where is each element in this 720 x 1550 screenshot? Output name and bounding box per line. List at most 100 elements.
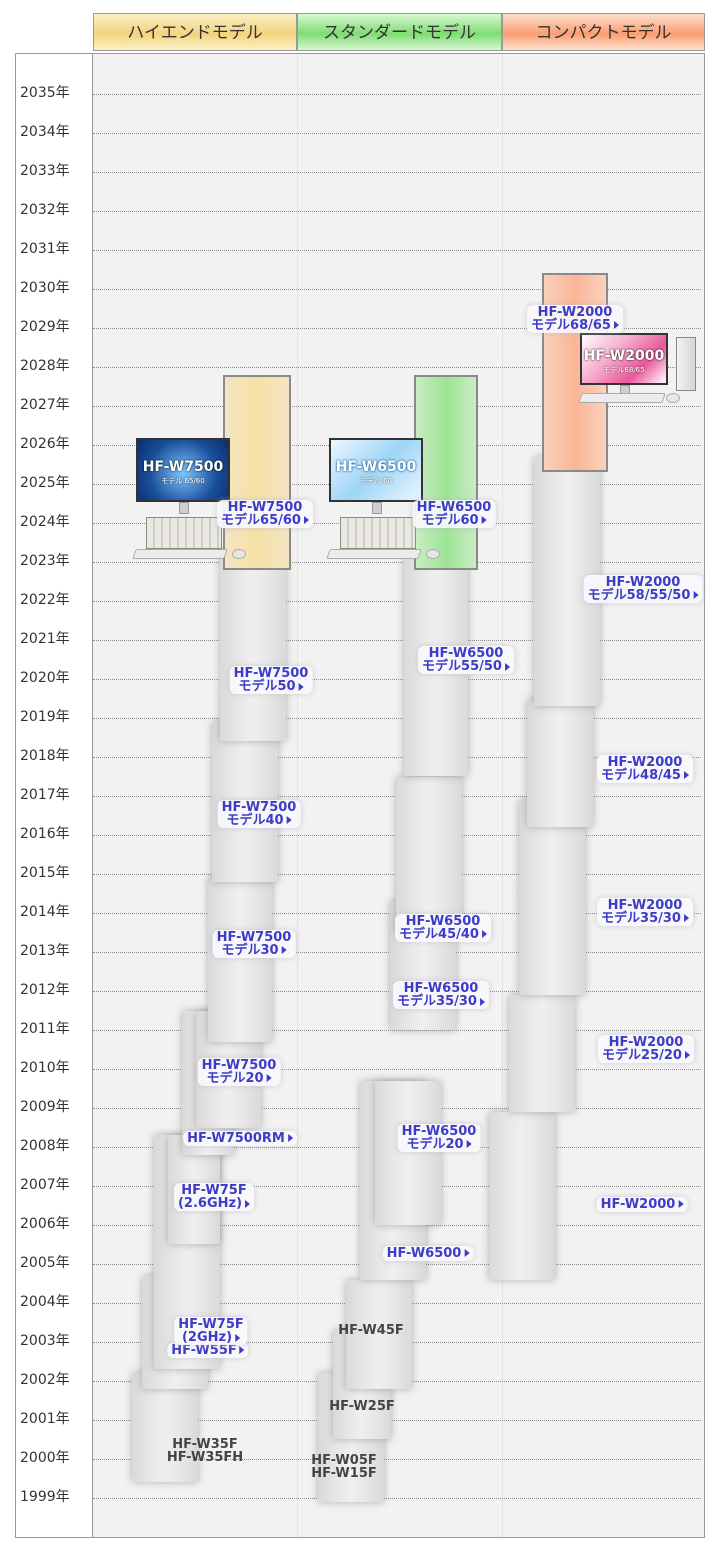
product-link[interactable]: HF-W2000 モデル68/65 xyxy=(527,304,623,333)
product-link[interactable]: HF-W6500 xyxy=(382,1245,474,1261)
product-link[interactable]: HF-W7500 モデル20 xyxy=(197,1057,281,1086)
arrow-right-icon xyxy=(239,1346,245,1355)
product-bar xyxy=(223,374,291,570)
year-gridline xyxy=(93,328,701,329)
year-label: 2032年 xyxy=(20,202,70,218)
arrow-right-icon xyxy=(303,516,309,525)
arrow-right-icon xyxy=(464,1249,470,1258)
monitor-model-sub: モデル 65/60 xyxy=(161,477,205,485)
product-link[interactable]: HF-W6500 モデル35/30 xyxy=(393,981,489,1010)
product-label-line: モデル20 xyxy=(402,1138,477,1151)
product-label-line: HF-W2000 xyxy=(608,1034,684,1050)
year-label: 2031年 xyxy=(20,241,70,257)
year-label: 2008年 xyxy=(20,1138,70,1154)
product-link[interactable]: HF-W2000 モデル25/20 xyxy=(598,1034,694,1063)
product-link[interactable]: HF-W6500 モデル55/50 xyxy=(418,646,514,675)
product-link[interactable]: HF-W6500 モデル20 xyxy=(397,1123,481,1152)
year-axis: 2035年 2034年 2033年 2032年 2031年 2030年 2029年 2028年… xyxy=(16,54,93,1537)
year-label: 2003年 xyxy=(20,1333,70,1349)
product-link[interactable]: HF-W2000 モデル48/45 xyxy=(597,754,693,783)
arrow-right-icon xyxy=(678,1200,684,1209)
arrow-right-icon xyxy=(235,1333,241,1342)
year-label: 2005年 xyxy=(20,1255,70,1271)
product-label-line: HF-W6500 xyxy=(401,1123,477,1139)
year-label: 2015年 xyxy=(20,865,70,881)
year-gridline xyxy=(93,133,701,134)
monitor-screen: HF-W6500 モデル 60 xyxy=(329,438,423,502)
year-gridline xyxy=(93,601,701,602)
year-label: 2002年 xyxy=(20,1372,70,1388)
year-gridline xyxy=(93,1459,701,1460)
product-label-line: モデル25/20 xyxy=(602,1049,690,1062)
product-bar xyxy=(527,698,593,828)
product-link[interactable]: HF-W75F (2.6GHz) xyxy=(173,1183,255,1212)
product-label-line: HF-W45F xyxy=(338,1322,404,1338)
year-label: 2025年 xyxy=(20,475,70,491)
product-link[interactable]: HF-W75F (2GHz) xyxy=(174,1317,248,1346)
product-label: HF-W25F xyxy=(329,1400,394,1413)
column-header-standard: スタンダードモデル xyxy=(297,13,502,51)
pc-chassis xyxy=(146,517,222,549)
year-label: 2004年 xyxy=(20,1294,70,1310)
year-label: 1999年 xyxy=(20,1489,70,1505)
year-gridline xyxy=(93,172,701,173)
arrow-right-icon xyxy=(684,1051,690,1060)
year-gridline xyxy=(93,250,701,251)
product-label-line: HF-W6500 xyxy=(405,913,481,929)
year-gridline xyxy=(93,640,701,641)
product-link[interactable]: HF-W7500 モデル40 xyxy=(217,799,301,828)
year-gridline xyxy=(93,1030,701,1031)
product-link[interactable]: HF-W7500 モデル50 xyxy=(229,666,313,695)
year-gridline xyxy=(93,211,701,212)
mouse xyxy=(232,549,246,559)
year-gridline xyxy=(93,1420,701,1421)
product-label-line: HF-W35FH xyxy=(166,1450,244,1466)
product-label-line: モデル40 xyxy=(222,814,297,827)
product-label-line: HF-W7500 xyxy=(201,1057,277,1073)
product-label-line: HF-W75F xyxy=(178,1317,244,1333)
product-label-line: HF-W05F xyxy=(311,1452,377,1468)
keyboard xyxy=(132,549,228,559)
year-label: 2030年 xyxy=(20,280,70,296)
year-label: 2019年 xyxy=(20,709,70,725)
year-label: 2011年 xyxy=(20,1021,70,1037)
product-label-line: モデル45/40 xyxy=(399,928,487,941)
product-bar xyxy=(375,1080,441,1225)
monitor-model-name: HF-W6500 xyxy=(335,459,417,475)
column-divider xyxy=(502,54,503,1537)
product-link[interactable]: HF-W2000 xyxy=(596,1196,688,1212)
product-link[interactable]: HF-W6500 モデル60 xyxy=(412,499,496,528)
monitor-screen: HF-W2000 モデル68/65 xyxy=(580,333,668,385)
year-gridline xyxy=(93,679,701,680)
product-label-line: HF-W2000 xyxy=(607,754,683,770)
product-link[interactable]: HF-W6500 モデル45/40 xyxy=(395,913,491,942)
product-link[interactable]: HF-W7500 モデル30 xyxy=(212,929,296,958)
product-link[interactable]: HF-W55F xyxy=(167,1342,249,1358)
product-link[interactable]: HF-W7500RM xyxy=(183,1130,297,1146)
product-label-line: モデル30 xyxy=(217,944,292,957)
product-label-line: HF-W2000 xyxy=(601,1198,684,1211)
arrow-right-icon xyxy=(683,771,689,779)
product-link[interactable]: HF-W2000 モデル35/30 xyxy=(597,897,693,926)
year-label: 2028年 xyxy=(20,358,70,374)
year-gridline xyxy=(93,289,701,290)
mouse xyxy=(666,393,680,403)
product-label-line: モデル20 xyxy=(202,1072,277,1085)
column-header-compact: コンパクトモデル xyxy=(502,13,705,51)
product-bar xyxy=(132,1373,198,1483)
product-label-line: モデル48/45 xyxy=(601,769,689,782)
year-label: 2012年 xyxy=(20,982,70,998)
product-label-line: HF-W25F xyxy=(329,1398,395,1414)
product-label-line: HF-W6500 xyxy=(416,499,492,515)
product-link[interactable]: HF-W7500 モデル65/60 xyxy=(217,499,313,528)
product-label: HF-W45F xyxy=(338,1324,403,1337)
timeline-chart: 2035年 2034年 2033年 2032年 2031年 2030年 2029年 2028年… xyxy=(15,53,705,1538)
year-label: 2001年 xyxy=(20,1411,70,1427)
monitor-model-name: HF-W7500 xyxy=(142,459,224,475)
product-label-line: HF-W7500RM xyxy=(187,1132,293,1145)
year-label: 2027年 xyxy=(20,397,70,413)
year-label: 2017年 xyxy=(20,787,70,803)
product-link[interactable]: HF-W2000 モデル58/55/50 xyxy=(583,574,703,603)
year-label: 2034年 xyxy=(20,124,70,140)
year-label: 2029年 xyxy=(20,319,70,335)
